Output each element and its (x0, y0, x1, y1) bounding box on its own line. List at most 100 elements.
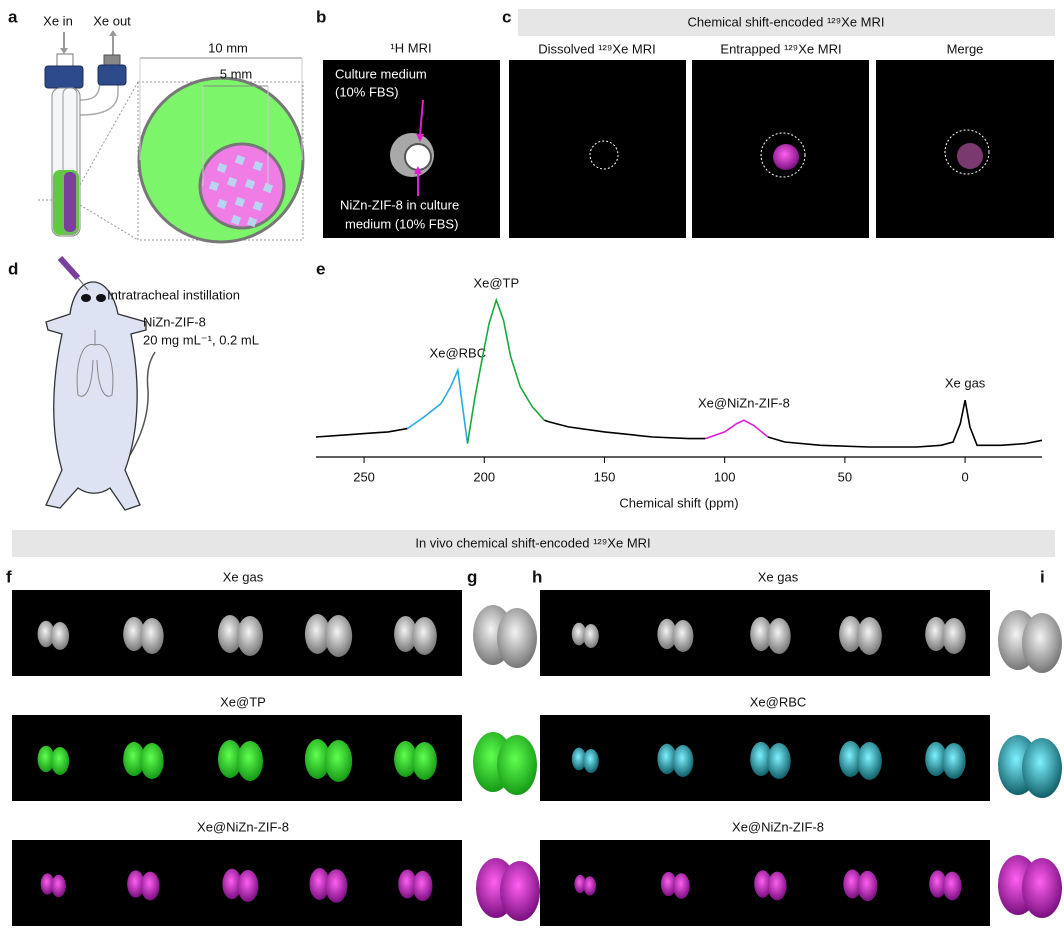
row-title: Xe@TP (220, 694, 266, 709)
lung-lobe (237, 870, 259, 902)
lung-lobe (218, 740, 242, 778)
arrow (419, 99, 424, 137)
peak-label: Xe@RBC (430, 346, 487, 361)
zoom-line (79, 81, 139, 186)
lung-lobe (942, 618, 966, 654)
lung-lobe (123, 741, 145, 777)
lung-lobe (857, 870, 878, 902)
panel-label: f (6, 567, 12, 586)
panel-title: Entrapped ¹²⁹Xe MRI (720, 41, 841, 56)
lung-lobe (394, 615, 417, 653)
lung-lobe (925, 741, 947, 777)
lung-lobe (237, 741, 263, 781)
lung-lobe (929, 870, 947, 898)
row-title: Xe@NiZn-ZIF-8 (197, 819, 289, 834)
x-tick-label: 200 (473, 469, 495, 484)
x-tick-label: 100 (714, 469, 736, 484)
annotation: (10% FBS) (335, 84, 399, 99)
panel-label: d (8, 259, 18, 278)
lung-lobe (123, 616, 145, 652)
lung-lobe (657, 618, 677, 650)
lung-lobe (398, 869, 417, 899)
lung-lobe (767, 743, 791, 779)
lung-lobe (660, 871, 677, 897)
x-tick-label: 250 (353, 469, 375, 484)
panel-label: g (467, 567, 477, 586)
blue-cap (97, 64, 127, 86)
row-title: Xe@RBC (750, 694, 807, 709)
header: In vivo chemical shift-encoded ¹²⁹Xe MRI (415, 535, 650, 550)
lung-images (12, 590, 1062, 926)
crystal (216, 198, 228, 210)
lung-lobe (925, 616, 947, 652)
spectrum-chart: Chemical shift (ppm) 250 200 150 100 50 0 Xe g… (315, 275, 1043, 510)
row-title: Xe gas (758, 569, 799, 584)
lung-3d (1022, 613, 1062, 673)
lung-3d (1022, 738, 1062, 798)
inner-tube (62, 87, 78, 235)
lung-lobe (218, 615, 242, 653)
lung-lobe (309, 868, 330, 900)
lung-lobe (857, 617, 882, 655)
lung-lobe (574, 874, 586, 894)
outline (589, 140, 619, 170)
arrow-head (416, 134, 424, 142)
lung-lobe (140, 618, 164, 654)
lung-lobe (767, 618, 791, 654)
crystal (262, 182, 274, 194)
lung-lobe (412, 617, 437, 655)
panel-title: ¹H MRI (390, 40, 431, 55)
lung-lobe (571, 622, 587, 646)
lung-lobe (37, 620, 55, 648)
zoom-line (79, 204, 139, 241)
lung-lobe (657, 743, 677, 775)
annotation: Intratracheal instillation (107, 287, 240, 302)
mouse-body (45, 281, 147, 511)
lung-lobe (839, 740, 862, 778)
lung-lobe (750, 741, 772, 777)
row-title: Xe@NiZn-ZIF-8 (732, 819, 824, 834)
annotation: Culture medium (335, 66, 427, 81)
lung-lobe (843, 869, 862, 899)
lung-3d (497, 735, 537, 795)
x-tick-label: 0 (961, 469, 968, 484)
lung-3d (500, 861, 540, 921)
mri-image (509, 60, 686, 238)
lung-lobe (412, 870, 433, 902)
lung-lobe (40, 873, 55, 895)
lung-lobe (673, 873, 690, 899)
syringe (57, 255, 81, 281)
lung-lobe (839, 615, 862, 653)
mouse-illustration: Intratracheal instillation NiZn-ZIF-8 20… (45, 255, 259, 511)
lung-lobe (324, 740, 353, 782)
row-title: Xe gas (223, 569, 264, 584)
lung-lobe (237, 616, 263, 656)
lung-lobe (583, 749, 599, 773)
arrow-head (414, 166, 422, 174)
lung-lobe (857, 742, 882, 780)
crystal (216, 162, 228, 174)
lung-lobe (942, 871, 962, 901)
tube-diagram: Xe in Xe out 10 mm 5 mm (38, 13, 305, 244)
outlet-label: Xe out (93, 13, 131, 28)
crystal (234, 196, 246, 208)
blue-cap (44, 65, 84, 89)
lung-lobe (50, 747, 70, 775)
crystal (252, 200, 264, 212)
x-axis-label: Chemical shift (ppm) (619, 495, 738, 510)
lung-lobe (754, 870, 772, 898)
arrow-head (60, 48, 68, 54)
crystal (226, 176, 238, 188)
inlet-label: Xe in (43, 13, 73, 28)
peak-label: Xe gas (945, 376, 986, 391)
lung-lobe (324, 615, 353, 657)
lung-lobe (304, 739, 331, 779)
x-tick-label: 150 (594, 469, 616, 484)
panel-title: Dissolved ¹²⁹Xe MRI (538, 41, 656, 56)
lung-lobe (37, 745, 55, 773)
lung-lobe (583, 876, 597, 896)
lung-lobe (394, 740, 417, 778)
lung-lobe (127, 870, 145, 898)
crystal (252, 160, 264, 172)
